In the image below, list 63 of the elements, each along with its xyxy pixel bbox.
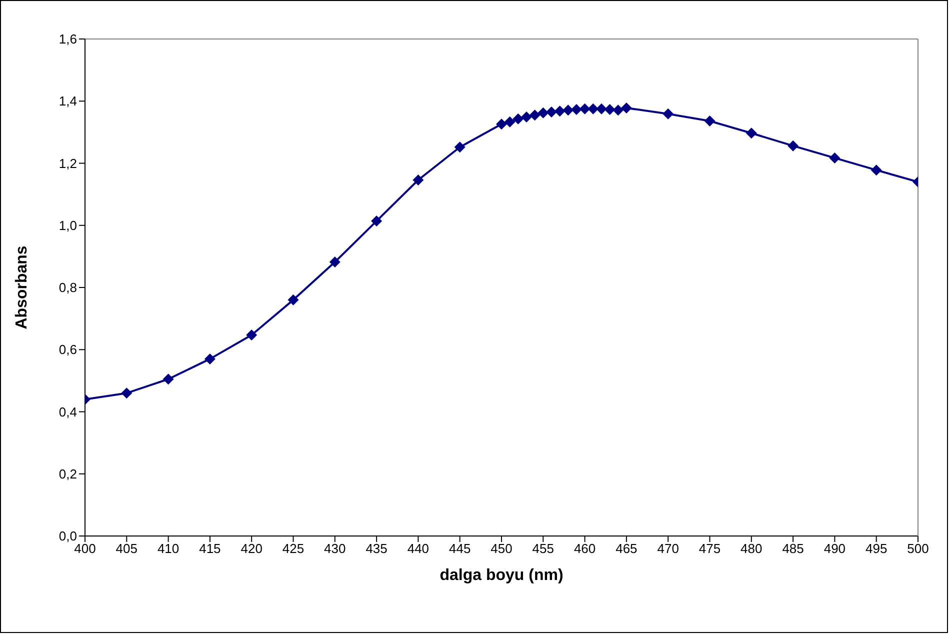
x-tick-label: 440	[407, 541, 430, 556]
point	[412, 174, 424, 186]
x-tick-label: 485	[782, 541, 804, 556]
point	[162, 374, 174, 385]
x-tick-label: 475	[698, 541, 721, 556]
x-tick-label: 430	[324, 541, 346, 556]
point	[870, 164, 882, 176]
point	[246, 330, 258, 341]
point	[496, 118, 507, 130]
point	[329, 256, 340, 268]
y-tick-label: 1,2	[58, 156, 77, 171]
x-tick-label: 500	[907, 541, 929, 556]
x-tick-label: 415	[199, 541, 221, 556]
y-tick-label: 0,6	[58, 342, 77, 358]
point	[604, 104, 616, 116]
point	[538, 107, 549, 118]
y-tick-label: 0,0	[58, 528, 77, 544]
point	[504, 116, 516, 128]
x-tick-label: 480	[740, 541, 762, 556]
x-tick-label: 400	[74, 541, 96, 556]
y-tick-label: 1,0	[58, 218, 77, 233]
point	[704, 116, 716, 127]
point	[579, 103, 590, 114]
x-tick-label: 455	[532, 541, 554, 556]
point	[512, 113, 524, 124]
x-tick-label: 405	[116, 541, 138, 556]
y-tick-label: 0,4	[58, 404, 77, 420]
point	[829, 152, 840, 164]
point	[454, 142, 466, 153]
x-tick-label: 425	[282, 541, 304, 556]
point	[520, 111, 532, 122]
point	[121, 388, 132, 399]
x-tick-label: 495	[866, 541, 888, 556]
y-tick-label: 1,6	[58, 32, 77, 47]
x-tick-label: 460	[574, 541, 596, 556]
x-axis-title: dalga boyu (nm)	[440, 567, 564, 584]
x-tick-label: 410	[157, 541, 180, 556]
point	[288, 294, 299, 306]
x-tick-label: 420	[240, 541, 262, 556]
point	[554, 106, 566, 117]
point	[788, 140, 799, 152]
point	[596, 103, 607, 114]
x-tick-label: 490	[824, 541, 846, 556]
y-tick-label: 0,2	[58, 466, 77, 482]
x-tick-label: 450	[490, 541, 512, 556]
point	[546, 106, 557, 118]
x-tick-label: 470	[657, 541, 679, 556]
x-tick-label: 445	[449, 541, 471, 556]
point	[588, 103, 599, 114]
point	[620, 102, 632, 114]
point	[204, 353, 216, 364]
x-tick-label: 465	[616, 541, 638, 556]
point	[570, 104, 582, 116]
y-axis-title: Absorbans	[14, 246, 31, 330]
point	[562, 104, 574, 116]
point	[529, 110, 540, 121]
point	[612, 104, 624, 116]
point	[746, 128, 757, 139]
y-tick-label: 1,4	[58, 94, 77, 109]
point	[371, 216, 382, 227]
y-tick-label: 0,8	[58, 280, 77, 296]
x-tick-label: 435	[366, 541, 388, 556]
point	[662, 108, 674, 120]
